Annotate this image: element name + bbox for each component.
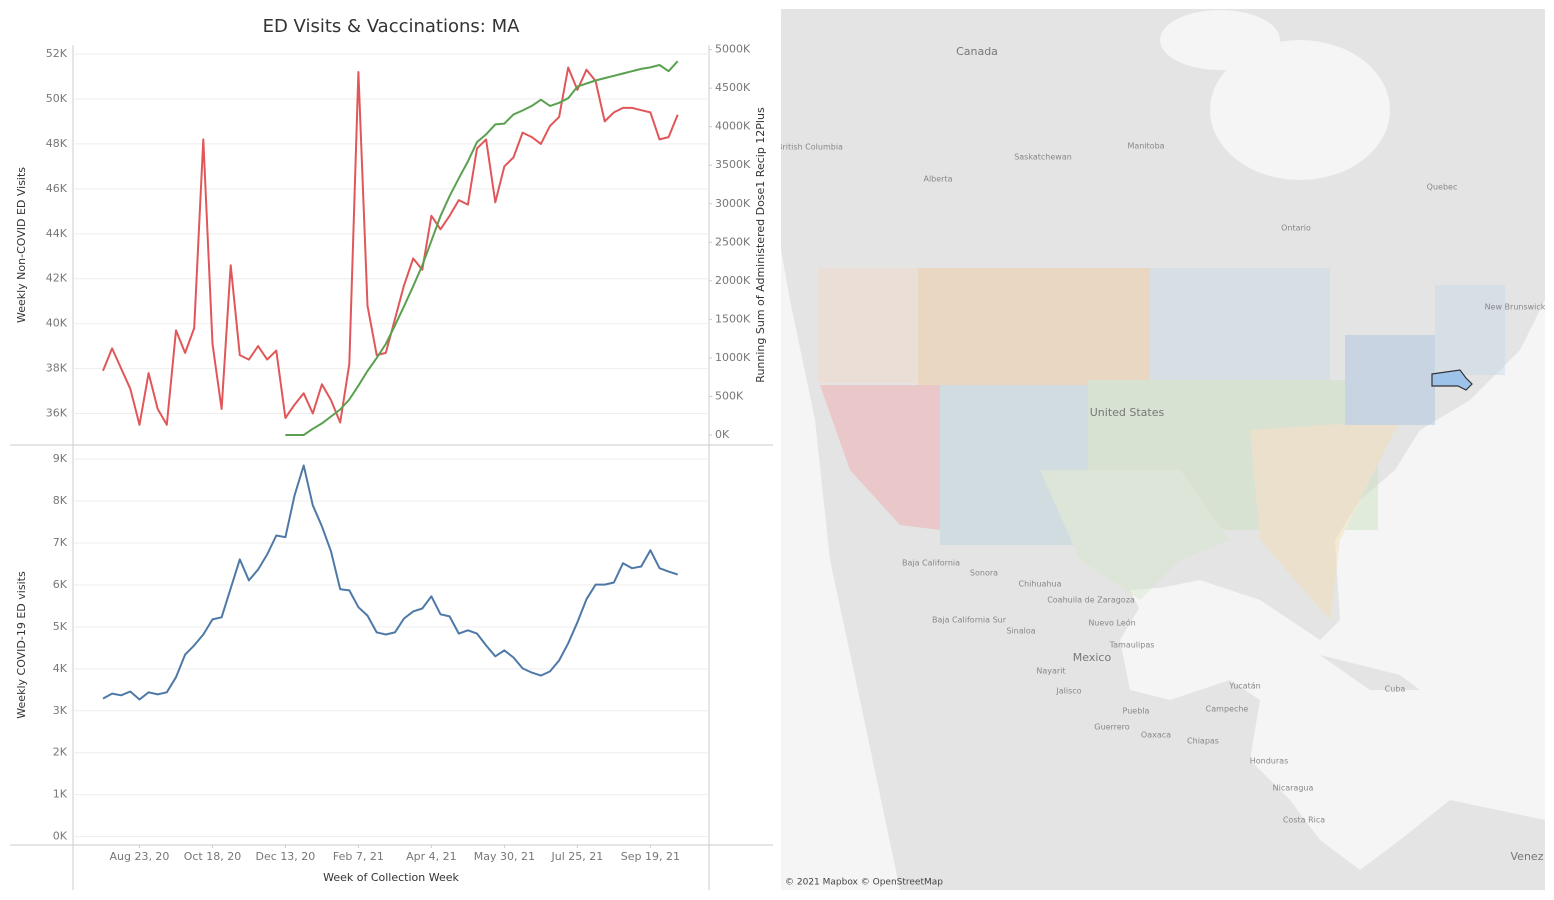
y-axis-label: Weekly Non-COVID ED Visits [15, 167, 28, 323]
map-label: Honduras [1250, 757, 1289, 766]
axes-frame [10, 45, 773, 890]
map-label: New Brunswick [1485, 303, 1546, 312]
y2-tick-label: 3500K [715, 158, 751, 171]
map-label: Yucatán [1228, 682, 1260, 691]
map-label: Cuba [1385, 685, 1406, 694]
map-label: Nicaragua [1273, 784, 1314, 793]
y2-tick-label: 0K [715, 428, 730, 441]
map: Canada British Columbia Alberta Saskatchewa… [777, 9, 1546, 890]
map-label: Costa Rica [1283, 816, 1325, 825]
y-tick-label: 2K [53, 746, 68, 759]
map-label: Alberta [923, 175, 952, 184]
x-tick-label: Oct 18, 20 [184, 850, 242, 863]
y-tick-label: 50K [46, 92, 68, 105]
map-label: Tamaulipas [1109, 641, 1155, 650]
map-label: Jalisco [1055, 687, 1081, 696]
map-label: Sonora [970, 569, 998, 578]
map-label: Puebla [1123, 707, 1150, 716]
y-tick-label: 40K [46, 317, 68, 330]
map-label: Quebec [1427, 183, 1458, 192]
y2-tick-label: 500K [715, 389, 744, 402]
y2-axis-label: Running Sum of Administered Dose1 Recip … [754, 107, 767, 383]
x-tick-label: Apr 4, 21 [406, 850, 457, 863]
x-tick-label: Jul 25, 21 [550, 850, 603, 863]
x-tick-label: Sep 19, 21 [621, 850, 680, 863]
y-tick-label: 46K [46, 182, 68, 195]
map-label: Nuevo León [1088, 618, 1135, 628]
y-tick-label: 48K [46, 137, 68, 150]
chart-title: ED Visits & Vaccinations: MA [263, 16, 521, 37]
map-label: Saskatchewan [1014, 153, 1072, 162]
map-label: Mexico [1073, 651, 1112, 664]
y2-tick-label: 4500K [715, 81, 751, 94]
y-tick-label: 42K [46, 272, 68, 285]
y-tick-label: 6K [53, 578, 68, 591]
y-tick-label: 36K [46, 407, 68, 420]
y-tick-label: 1K [53, 788, 68, 801]
map-label: Nayarit [1036, 667, 1065, 676]
y2-tick-label: 2000K [715, 274, 751, 287]
x-tick-label: Aug 23, 20 [109, 850, 169, 863]
y-tick-label: 8K [53, 494, 68, 507]
x-tick-label: May 30, 21 [474, 850, 535, 863]
y-tick-label: 7K [53, 536, 68, 549]
y2-tick-label: 3000K [715, 197, 751, 210]
map-label: Campeche [1206, 705, 1249, 714]
x-tick-label: Dec 13, 20 [256, 850, 316, 863]
y2-tick-label: 1500K [715, 312, 751, 325]
y2-tick-label: 1000K [715, 351, 751, 364]
y-tick-label: 52K [46, 47, 68, 60]
y-tick-label: 9K [53, 452, 68, 465]
data-line [102, 66, 679, 426]
y-tick-label: 38K [46, 362, 68, 375]
map-attribution: © 2021 Mapbox © OpenStreetMap [785, 878, 943, 888]
y-axis-label: Weekly COVID-19 ED visits [15, 571, 28, 719]
map-label: Venez [1511, 850, 1544, 863]
map-label: Chihuahua [1019, 580, 1062, 589]
map-label: Chiapas [1187, 737, 1219, 746]
map-label: Guerrero [1094, 723, 1129, 732]
y-tick-label: 0K [53, 830, 68, 843]
y-tick-label: 44K [46, 227, 68, 240]
map-label: Baja California [902, 559, 960, 568]
map-label: Canada [956, 45, 998, 58]
y2-tick-label: 2500K [715, 235, 751, 248]
y2-tick-label: 5000K [715, 43, 751, 56]
map-label: Sinaloa [1006, 627, 1035, 636]
y-tick-label: 4K [53, 662, 68, 675]
map-label: Baja California Sur [932, 616, 1007, 625]
map-label: Manitoba [1127, 142, 1164, 151]
map-label: Oaxaca [1141, 731, 1171, 740]
map-label: Coahuila de Zaragoza [1047, 596, 1135, 605]
map-label: United States [1090, 406, 1165, 419]
data-line [102, 464, 679, 701]
map-label: British Columbia [777, 143, 843, 152]
x-tick-label: Feb 7, 21 [333, 850, 384, 863]
x-axis-label: Week of Collection Week [323, 871, 459, 884]
data-line [285, 60, 679, 436]
y2-tick-label: 4000K [715, 120, 751, 133]
map-label: Ontario [1281, 224, 1311, 233]
y-tick-label: 5K [53, 620, 68, 633]
y-tick-label: 3K [53, 704, 68, 717]
